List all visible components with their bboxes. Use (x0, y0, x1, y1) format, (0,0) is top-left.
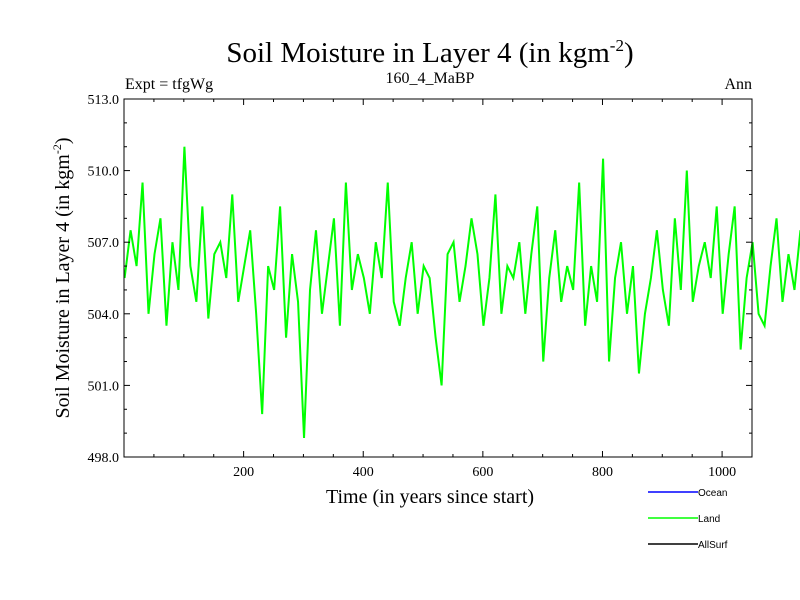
x-tick-label: 400 (353, 465, 374, 480)
legend-label-land: Land (698, 514, 720, 525)
plot-area (123, 146, 800, 438)
subtitle-center: 160_4_MaBP (386, 70, 475, 87)
y-tick-label: 507.0 (88, 236, 120, 251)
y-axis-label-group: Soil Moisture in Layer 4 (in kgm-2) (50, 137, 74, 418)
svg-text:Soil Moisture in Layer 4 (in k: Soil Moisture in Layer 4 (in kgm-2) (226, 36, 633, 69)
y-tick-label: 504.0 (88, 308, 120, 323)
y-tick-label: 510.0 (88, 165, 120, 180)
y-axis: 498.0 501.0 504.0 507.0 510.0 513.0 (88, 93, 752, 466)
legend-label-ocean: Ocean (698, 488, 727, 499)
y-axis-label: Soil Moisture in Layer 4 (in kgm-2) (50, 137, 74, 418)
plot-frame (123, 98, 753, 458)
series-line-land (123, 146, 800, 438)
legend-label-allsurf: AllSurf (698, 540, 728, 551)
x-tick-label: 600 (472, 465, 493, 480)
y-tick-label: 501.0 (88, 379, 120, 394)
y-axis-label-superscript: -2 (50, 144, 64, 154)
x-tick-label: 200 (233, 465, 254, 480)
y-axis-label-close: ) (52, 137, 74, 144)
legend: Ocean Land AllSurf (648, 488, 728, 551)
subtitle-right: Ann (724, 76, 752, 93)
subtitle-left: Expt = tfgWg (125, 76, 213, 93)
x-tick-label: 800 (592, 465, 613, 480)
title-superscript: -2 (610, 36, 624, 55)
title-close: ) (624, 37, 634, 69)
chart-title: Soil Moisture in Layer 4 (in kgm-2) (226, 36, 633, 69)
y-tick-label: 513.0 (88, 93, 120, 108)
title-main: Soil Moisture in Layer 4 (in kgm (226, 37, 610, 69)
y-tick-label: 498.0 (88, 451, 120, 466)
x-axis-label: Time (in years since start) (326, 486, 534, 508)
x-tick-label: 1000 (708, 465, 736, 480)
y-axis-label-main: Soil Moisture in Layer 4 (in kgm (52, 154, 74, 419)
